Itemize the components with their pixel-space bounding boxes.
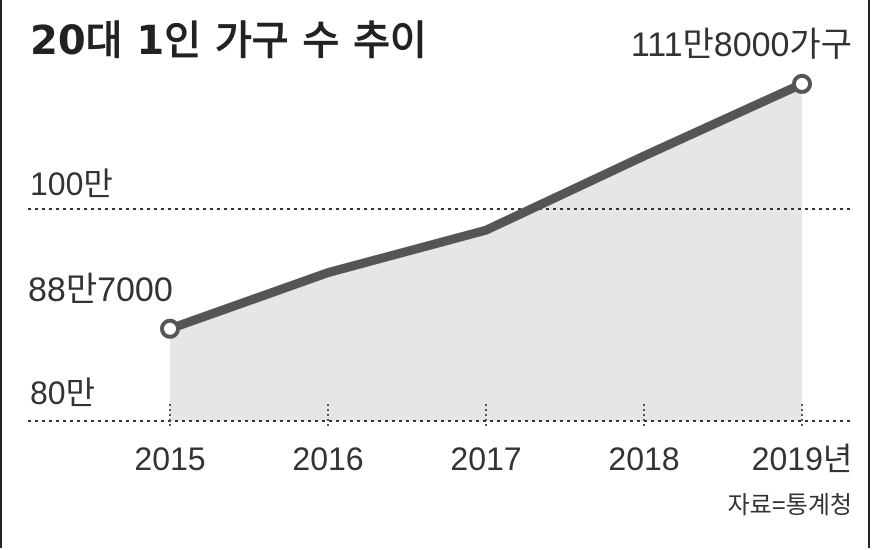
series-line	[165, 79, 807, 334]
end-value-label: 111만8000가구	[631, 26, 852, 64]
x-tick-label-4: 2019년	[752, 441, 853, 477]
x-tick-label-2: 2017	[450, 441, 521, 477]
x-tick-label-3: 2018	[608, 441, 679, 477]
y-tick-label-100man: 100만	[30, 166, 113, 202]
y-tick-label-80man: 80만	[30, 375, 95, 411]
start-value-label: 88만7000	[28, 271, 173, 309]
data-point-0	[160, 318, 180, 339]
source-label: 자료=통계청	[728, 492, 852, 519]
x-tick-label-1: 2016	[292, 441, 363, 477]
area-fill	[170, 83, 802, 422]
x-tick-label-0: 2015	[134, 441, 205, 477]
data-point-4	[792, 73, 812, 94]
chart-title: 20대 1인 가구 수 추이	[30, 18, 427, 64]
